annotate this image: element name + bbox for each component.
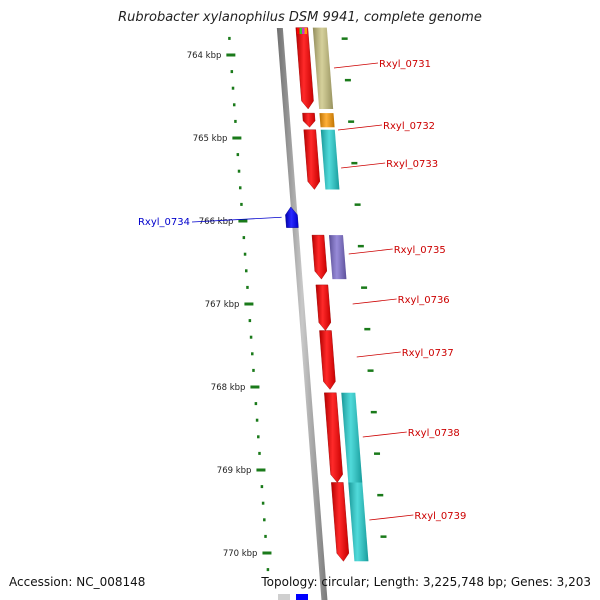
minor-tick [257,435,260,439]
minor-tick [245,269,248,273]
figure-title: Rubrobacter xylanophilus DSM 9941, compl… [118,10,482,25]
minor-tick [264,534,267,538]
function-band-shade [328,235,347,280]
minor-tick [260,485,264,489]
function-band-shade [341,392,363,483]
outer-tick [370,410,377,414]
tick-label: 767 kbp [205,300,240,310]
tick-label: 769 kbp [217,466,252,476]
minor-tick [232,103,236,107]
track-top-chip [297,28,300,34]
accession-label: Accession: NC_008148 [9,575,146,589]
gene-arrow-rxyl_0735[interactable] [311,234,328,280]
offscreen-gene-edge [296,594,308,600]
gene-leader-line [362,431,407,438]
major-tick [250,385,260,389]
gene-arrow-rxyl_0739[interactable] [331,482,350,562]
major-tick [262,551,272,555]
gene-leader-line [341,162,386,169]
gene-label-rxyl_0732[interactable]: Rxyl_0732 [383,121,435,132]
function-band-shade [312,27,334,109]
outer-tick [351,161,358,165]
minor-tick [266,568,270,572]
gene-label-rxyl_0731[interactable]: Rxyl_0731 [379,59,431,70]
gene-arrow-rxyl_0731[interactable] [295,27,314,110]
minor-tick [234,119,237,123]
major-tick [232,136,242,140]
minor-tick [263,518,266,522]
minor-tick [228,36,231,40]
minor-tick [254,402,258,406]
tick-label: 768 kbp [211,383,246,393]
gene-arrow-rxyl_0736[interactable] [315,284,332,331]
gene-label-rxyl_0734[interactable]: Rxyl_0734 [138,217,190,228]
track-top-chip [304,28,307,34]
gene-label-rxyl_0737[interactable]: Rxyl_0737 [402,348,454,359]
minor-tick [248,319,252,323]
gene-leader-line [333,62,379,69]
minor-tick [237,169,241,173]
gene-leader-line [356,351,401,358]
function-band-shade [320,129,340,190]
minor-tick [238,186,242,190]
gene-arrow-rxyl_0732[interactable] [302,112,316,128]
outer-tick [367,369,374,372]
minor-tick [230,70,234,74]
gene-arrow-rxyl_0738[interactable] [324,392,343,483]
major-tick [226,53,236,57]
minor-tick [231,86,235,90]
track-top-chip [302,28,305,34]
major-tick [238,219,248,223]
minor-tick [251,352,254,356]
minor-tick [236,153,240,157]
gene-label-rxyl_0733[interactable]: Rxyl_0733 [386,159,438,170]
outer-tick [344,78,351,82]
outer-tick [361,286,368,289]
minor-tick [242,236,246,240]
function-band-shade [348,482,369,562]
function-band-shade [319,113,335,128]
outer-tick [380,535,387,538]
gene-leader-line [191,216,282,223]
outer-tick [348,120,355,123]
major-tick [244,302,254,306]
genome-summary-label: Topology: circular; Length: 3,225,748 bp… [261,575,591,589]
outer-tick [364,327,371,331]
tick-label: 766 kbp [199,217,234,227]
gene-label-rxyl_0738[interactable]: Rxyl_0738 [408,428,460,439]
gene-arrow-rxyl_0737[interactable] [319,330,336,390]
minor-tick [258,451,261,455]
minor-tick [261,501,265,505]
outer-tick [377,493,384,497]
gene-leader-line [352,298,397,305]
outer-tick [357,244,364,248]
track-top-chip [299,28,302,34]
outer-tick [354,203,361,206]
major-tick [256,468,266,472]
gene-label-rxyl_0736[interactable]: Rxyl_0736 [398,295,450,306]
gene-label-rxyl_0739[interactable]: Rxyl_0739 [414,511,466,522]
tick-label: 764 kbp [187,51,222,61]
minor-tick [246,285,249,289]
gene-leader-line [348,248,393,255]
tick-label: 770 kbp [223,549,258,559]
minor-tick [249,335,253,339]
gene-arrow-rxyl_0734[interactable] [285,206,299,228]
tick-label: 765 kbp [193,134,228,144]
backbone-stub [278,594,290,600]
genome-backbone [276,28,328,600]
minor-tick [255,418,259,422]
minor-tick [243,252,247,256]
minor-tick [240,202,243,206]
gene-label-rxyl_0735[interactable]: Rxyl_0735 [394,245,446,256]
minor-tick [252,368,255,372]
gene-arrow-rxyl_0733[interactable] [303,129,321,190]
gene-leader-line [337,124,383,131]
gene-leader-line [369,514,414,521]
outer-tick [374,452,381,455]
outer-tick [341,37,348,40]
